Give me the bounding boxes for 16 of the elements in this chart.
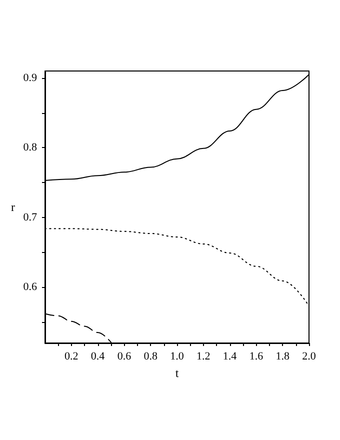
x-tick-label: 1.6 <box>249 350 264 362</box>
y-axis-title: r <box>11 200 15 214</box>
x-tick-label: 2.0 <box>302 350 316 362</box>
y-tick-label: 0.6 <box>23 281 38 294</box>
x-tick-label: 0.4 <box>90 350 106 362</box>
y-tick-label: 0.9 <box>23 72 38 84</box>
x-tick-label: 0.2 <box>64 350 78 362</box>
x-tick-label: 0.6 <box>117 350 132 362</box>
x-tick-label: 0.8 <box>144 350 158 362</box>
x-tick-label: 1.0 <box>170 350 184 362</box>
y-tick-label: 0.7 <box>23 211 38 224</box>
y-tick-label: 0.8 <box>23 142 38 154</box>
x-tick-label: 1.4 <box>222 350 238 362</box>
x-tick-label: 1.8 <box>276 350 290 362</box>
x-tick-label: 1.2 <box>196 350 210 362</box>
x-axis-title: t <box>175 366 180 380</box>
